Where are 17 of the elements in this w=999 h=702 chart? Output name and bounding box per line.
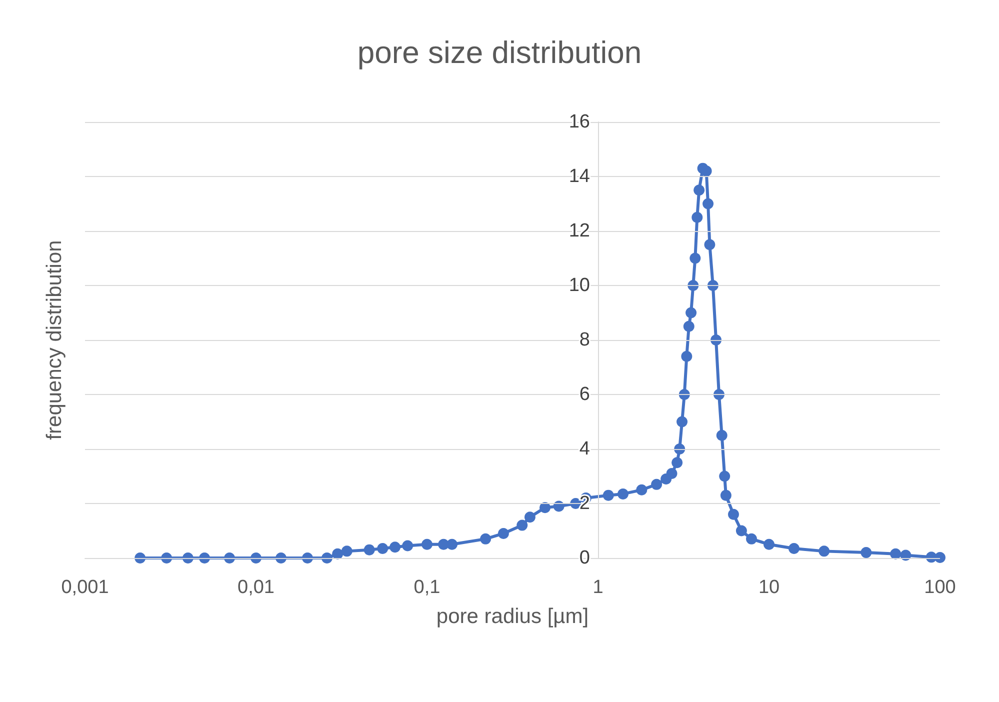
x-tick-label: 10 xyxy=(758,577,780,598)
y-tick-label: 0 xyxy=(579,548,590,568)
y-tick-label: 4 xyxy=(579,438,590,460)
chart-title: pore size distribution xyxy=(357,35,642,70)
y-axis-title: frequency distribution xyxy=(43,240,66,440)
x-axis-title: pore radius [µm] xyxy=(436,605,589,628)
x-tick-label: 0,1 xyxy=(414,577,440,598)
x-tick-label: 0,001 xyxy=(61,577,109,598)
y-tick-label: 14 xyxy=(568,166,590,187)
x-tick-label: 100 xyxy=(924,577,956,598)
y-tick-label: 16 xyxy=(568,112,590,132)
x-tick-label: 1 xyxy=(592,577,604,598)
y-tick-label: 10 xyxy=(568,275,590,296)
x-tick-label: 0,01 xyxy=(238,577,274,598)
y-tick-label: 6 xyxy=(579,384,590,405)
y-tick-label: 12 xyxy=(568,220,590,242)
y-tick-label: 8 xyxy=(579,330,590,350)
